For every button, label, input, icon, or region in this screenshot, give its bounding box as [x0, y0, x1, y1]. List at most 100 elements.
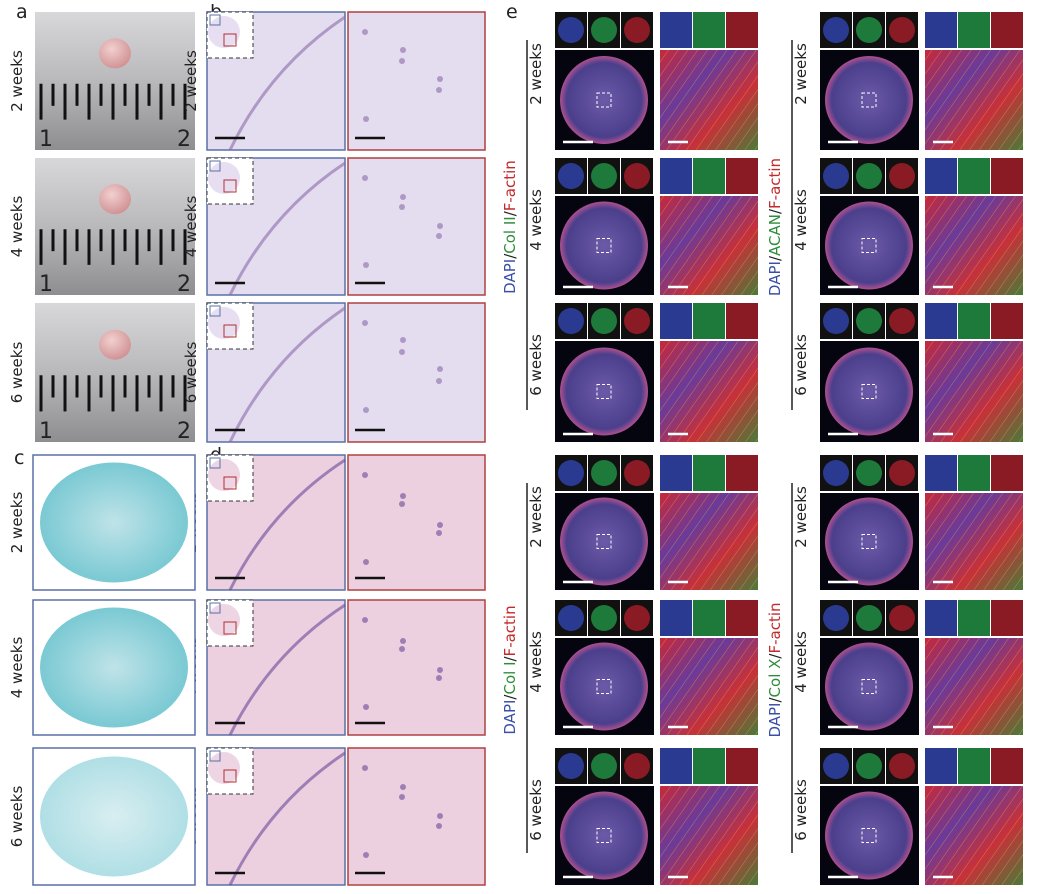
cell — [399, 794, 405, 800]
inset-box-red — [223, 769, 237, 783]
panel-letter: c — [14, 447, 24, 469]
cell — [362, 765, 368, 771]
thumb-disk — [889, 605, 915, 631]
thumb-zoom — [958, 600, 990, 636]
cell — [399, 646, 405, 652]
stain-label: DAPI/ACAN/F-actin — [766, 158, 784, 296]
thumb-disk — [558, 17, 584, 43]
cell — [437, 667, 443, 673]
row-label: 6 weeks — [8, 786, 26, 848]
row-label: 4 weeks — [182, 196, 200, 258]
thumb-disk — [624, 163, 650, 189]
row-label: 6 weeks — [8, 342, 26, 404]
inset-disk — [208, 459, 240, 491]
cell — [399, 58, 405, 64]
thumb-disk — [823, 163, 849, 189]
fiber-overlay — [660, 493, 758, 590]
thumb-zoom — [958, 303, 990, 339]
stain-part: / — [766, 208, 784, 214]
tissue-edge — [228, 15, 346, 151]
fiber-overlay — [660, 196, 758, 295]
thumb-disk — [856, 753, 882, 779]
cell — [436, 530, 442, 536]
construct — [825, 347, 913, 436]
thumb-zoom — [660, 455, 692, 491]
stain-label: DAPI/Col I/F-actin — [501, 605, 519, 734]
thumb-zoom — [925, 748, 957, 784]
row-label: 4 weeks — [8, 637, 26, 699]
ruler-label: 1 — [39, 419, 53, 444]
thumb-disk — [889, 308, 915, 334]
cell — [437, 223, 443, 229]
cell — [363, 852, 369, 858]
row-label: 2 weeks — [527, 486, 545, 548]
stain-part: F-actin — [501, 605, 519, 656]
thumb-disk — [856, 308, 882, 334]
thumb-zoom — [958, 12, 990, 48]
cell — [362, 472, 368, 478]
thumb-zoom — [958, 455, 990, 491]
row-label: 2 weeks — [182, 50, 200, 112]
inset-disk — [208, 752, 240, 784]
fiber-overlay — [925, 341, 1023, 442]
fiber-overlay — [925, 196, 1023, 295]
cell — [436, 675, 442, 681]
image-high — [347, 11, 486, 151]
cell — [399, 349, 405, 355]
thumb-disk — [591, 163, 617, 189]
thumb-disk — [591, 753, 617, 779]
tissue — [40, 607, 188, 728]
cell — [362, 29, 368, 35]
roi — [861, 384, 877, 399]
thumb-disk — [558, 308, 584, 334]
image-high — [347, 747, 486, 886]
stain-part: / — [501, 210, 519, 216]
thumb-disk — [856, 163, 882, 189]
row-label: 4 weeks — [527, 631, 545, 693]
thumb-disk — [889, 163, 915, 189]
fiber-overlay — [660, 341, 758, 442]
thumb-disk — [558, 753, 584, 779]
fiber-overlay — [660, 50, 758, 150]
thumb-disk — [889, 17, 915, 43]
stain-label: DAPI/Col X/F-actin — [766, 602, 784, 737]
cell — [436, 378, 442, 384]
stain-part: / — [501, 694, 519, 700]
row-label: 6 weeks — [182, 342, 200, 404]
thumb-zoom — [925, 12, 957, 48]
thumb-zoom — [660, 12, 692, 48]
cell — [363, 407, 369, 413]
cell — [362, 320, 368, 326]
stain-part: DAPI — [766, 703, 784, 738]
tissue — [40, 756, 188, 877]
thumb-zoom — [693, 12, 725, 48]
construct — [825, 642, 913, 731]
row-label: 6 weeks — [527, 334, 545, 396]
thumb-zoom — [958, 748, 990, 784]
roi — [596, 92, 612, 108]
thumb-zoom — [991, 303, 1023, 339]
fiber-overlay — [925, 786, 1023, 885]
inset-disk — [208, 604, 240, 636]
stain-part: DAPI — [501, 259, 519, 294]
row-label: 6 weeks — [792, 334, 810, 396]
thumb-disk — [823, 17, 849, 43]
stain-part: DAPI — [501, 700, 519, 735]
thumb-zoom — [991, 600, 1023, 636]
ruler-label: 1 — [39, 272, 53, 297]
ruler-label: 2 — [177, 419, 191, 444]
panel-letter: e — [506, 1, 518, 23]
cell — [363, 704, 369, 710]
inset-disk — [208, 307, 240, 339]
stain-part: Col II — [501, 216, 519, 253]
inset-disk — [208, 16, 240, 48]
thumb-disk — [823, 308, 849, 334]
inset-box-red — [223, 621, 237, 635]
construct — [825, 497, 913, 586]
roi — [596, 828, 612, 843]
thumb-disk — [624, 605, 650, 631]
cell — [400, 337, 406, 343]
image-high — [347, 302, 486, 443]
thumb-zoom — [925, 455, 957, 491]
construct — [560, 642, 648, 731]
